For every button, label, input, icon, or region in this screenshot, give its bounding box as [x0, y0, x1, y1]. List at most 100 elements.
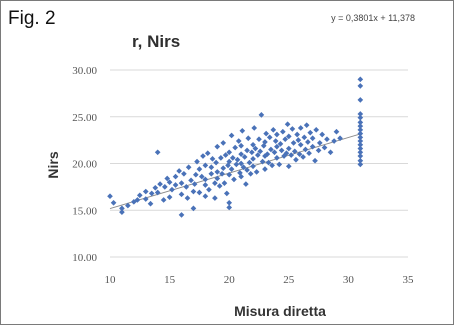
data-point: [125, 202, 131, 209]
data-point: [169, 186, 175, 193]
data-point: [190, 188, 197, 195]
data-point: [357, 114, 364, 121]
data-point: [285, 163, 292, 170]
x-tick-label: 10: [105, 274, 117, 286]
data-point: [202, 176, 209, 183]
data-point: [216, 183, 223, 189]
data-point: [178, 180, 185, 186]
data-point: [166, 179, 173, 186]
data-point: [357, 83, 364, 89]
data-point: [204, 150, 211, 157]
data-point: [250, 163, 256, 170]
data-point: [331, 138, 337, 144]
trendline-equation: y = 0,3801x + 11,378: [331, 13, 415, 23]
data-point: [191, 181, 198, 187]
data-point: [251, 125, 258, 131]
data-point: [262, 139, 268, 145]
data-point: [357, 127, 364, 133]
data-point: [107, 193, 113, 200]
data-point: [188, 177, 194, 184]
data-point: [252, 145, 259, 152]
data-point: [290, 140, 297, 146]
data-point: [142, 188, 149, 195]
data-point: [214, 175, 221, 182]
data-point: [221, 180, 228, 186]
data-point: [152, 184, 159, 191]
figure-label: Fig. 2: [8, 8, 56, 29]
data-point: [293, 156, 299, 163]
data-point: [250, 141, 256, 148]
data-point: [307, 129, 314, 136]
data-point: [212, 195, 218, 201]
data-point: [246, 159, 253, 166]
data-point: [297, 141, 304, 148]
y-tick-label: 10.00: [72, 252, 97, 264]
data-point: [241, 154, 248, 160]
data-point: [178, 212, 185, 218]
data-point: [277, 141, 284, 147]
data-point: [276, 161, 283, 168]
data-point: [266, 134, 273, 141]
data-point: [357, 149, 364, 156]
data-point: [212, 180, 218, 186]
data-point: [208, 170, 215, 177]
data-point: [282, 136, 289, 143]
data-point: [309, 135, 316, 142]
data-point: [226, 199, 233, 206]
data-point: [202, 182, 209, 188]
data-point: [271, 149, 278, 156]
data-point: [166, 194, 173, 200]
data-point: [238, 160, 244, 167]
data-point: [257, 148, 264, 155]
y-tick-label: 15.00: [72, 205, 97, 217]
data-point: [268, 146, 274, 153]
data-point: [183, 184, 190, 190]
data-point: [245, 135, 252, 142]
data-point: [272, 138, 279, 144]
data-point: [232, 144, 238, 151]
data-point: [220, 165, 227, 172]
data-point: [274, 155, 280, 161]
data-point: [229, 155, 236, 161]
data-point: [357, 161, 364, 168]
data-point: [238, 142, 244, 149]
y-tick-label: 25.00: [72, 112, 97, 124]
data-point: [305, 139, 311, 145]
data-point: [172, 182, 179, 188]
data-point: [162, 184, 168, 190]
data-point: [239, 127, 246, 134]
data-point: [226, 158, 233, 165]
y-tick-label: 30.00: [72, 65, 97, 77]
data-point: [357, 145, 364, 152]
data-point: [110, 199, 117, 206]
data-point: [202, 193, 209, 200]
data-point: [357, 138, 364, 144]
data-point: [289, 126, 296, 132]
data-point: [228, 166, 235, 172]
data-point: [238, 173, 244, 180]
data-point: [160, 197, 167, 203]
data-point: [243, 181, 249, 187]
data-point: [321, 144, 328, 151]
data-point: [297, 125, 304, 131]
data-point: [244, 147, 250, 154]
data-point: [154, 149, 161, 156]
data-point: [147, 200, 154, 207]
data-point: [265, 159, 272, 166]
data-point: [253, 169, 260, 175]
data-point: [337, 135, 343, 142]
data-point: [333, 128, 340, 135]
data-point: [357, 134, 364, 141]
data-point: [357, 123, 364, 129]
data-point: [357, 111, 364, 117]
data-point: [244, 167, 250, 173]
data-point: [223, 190, 230, 197]
data-point: [190, 205, 197, 212]
data-point: [234, 156, 241, 163]
data-point: [142, 196, 149, 202]
data-point: [247, 170, 254, 177]
data-point: [136, 192, 143, 199]
data-point: [157, 181, 163, 187]
data-point: [231, 176, 237, 183]
